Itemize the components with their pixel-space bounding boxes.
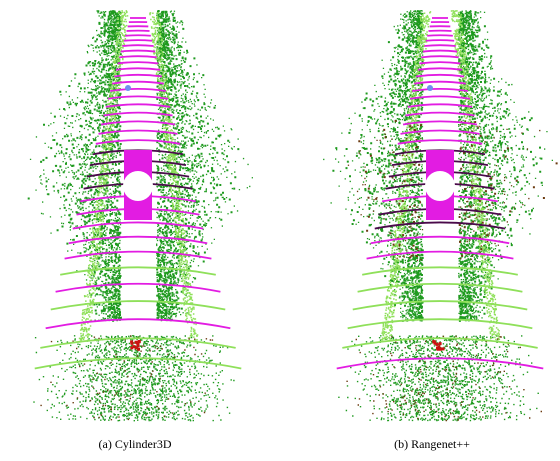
sensor-origin [123, 171, 153, 201]
road-line [421, 56, 458, 57]
caption: (b) Rangenet++ [394, 437, 470, 451]
road-line [125, 35, 151, 36]
road-line [423, 51, 457, 52]
road-line [60, 267, 216, 274]
road-line [418, 68, 462, 70]
road-line [353, 301, 528, 309]
road-line [410, 96, 470, 98]
figure: (a) Cylinder3D (b) Rangenet++ [0, 0, 560, 461]
road-line [358, 284, 523, 292]
road-line [362, 267, 518, 274]
road-line [420, 62, 461, 63]
road-line [65, 252, 212, 259]
road-line [426, 40, 454, 41]
sensor-origin [425, 171, 455, 201]
road-line [348, 319, 533, 328]
road-line [119, 56, 156, 57]
object [125, 85, 131, 91]
road-line [427, 35, 453, 36]
road-line [118, 62, 159, 63]
page: (a) Cylinder3D (b) Rangenet++ (() => { c… [0, 0, 560, 461]
road-line [112, 82, 164, 84]
road-line [121, 51, 155, 52]
object [427, 85, 433, 91]
road-line [414, 82, 466, 84]
road-line [424, 45, 455, 46]
caption: (a) Cylinder3D [99, 437, 172, 451]
road-line [114, 75, 162, 77]
point-cloud-b [323, 10, 557, 421]
road-line [124, 40, 152, 41]
road-line [108, 96, 168, 98]
road-line [412, 89, 468, 91]
road-line [51, 301, 226, 309]
road-line [416, 75, 464, 77]
road-line [46, 319, 231, 328]
point-cloud-a [28, 10, 253, 421]
road-line [122, 45, 153, 46]
road-line [367, 252, 514, 259]
road-line [116, 68, 160, 70]
road-line [56, 284, 221, 292]
road-line [110, 89, 166, 91]
